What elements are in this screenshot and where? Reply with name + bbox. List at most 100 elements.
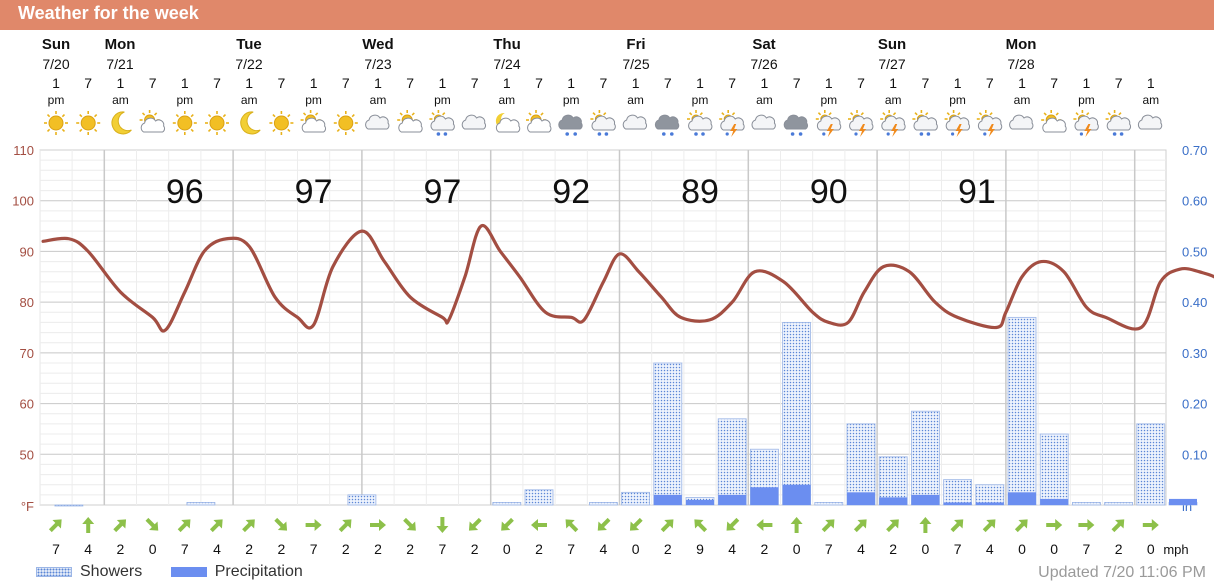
partly-cloudy-icon xyxy=(1041,110,1067,133)
ampm-label: pm xyxy=(949,93,966,107)
ampm-label: am xyxy=(498,93,515,107)
showers-bar xyxy=(1136,423,1166,506)
wind-arrow-icon xyxy=(338,519,352,533)
weather-chart: Sun 7/20 Mon 7/21 Tue 7/22 Wed 7/23 Thu 7/24 Fri 7/… xyxy=(12,36,1214,557)
ampm-label: am xyxy=(756,93,773,107)
precipitation-bar xyxy=(1008,492,1036,505)
temp-tick-label: 50 xyxy=(20,447,34,462)
ampm-label: pm xyxy=(820,93,837,107)
raindrop xyxy=(597,132,602,136)
day-date: 7/26 xyxy=(750,56,777,72)
showers-bar xyxy=(717,418,747,506)
sun-ray xyxy=(882,112,886,116)
raindrop xyxy=(886,132,890,136)
sun-ray xyxy=(272,113,276,118)
rain-icon xyxy=(654,114,680,136)
showers-bar xyxy=(814,502,844,506)
raindrop xyxy=(951,132,955,136)
precipitation-bar xyxy=(847,492,875,505)
showers-bar xyxy=(524,489,554,506)
arrow-shape xyxy=(501,517,514,531)
arrow-shape xyxy=(242,519,255,533)
wind-speed: 2 xyxy=(406,541,414,557)
ampm-label: pm xyxy=(1078,93,1095,107)
hour-label: 7 xyxy=(406,75,414,91)
wind-arrow-icon xyxy=(886,519,899,533)
wind-speed: 7 xyxy=(954,541,962,557)
wind-arrow-icon xyxy=(1111,519,1125,533)
day-name: Thu xyxy=(493,36,521,53)
cloud-shape xyxy=(881,115,906,131)
showers-bar xyxy=(943,479,972,506)
wind-arrow-icon xyxy=(629,517,643,531)
sun-ray xyxy=(190,128,194,133)
raindrop xyxy=(565,132,569,136)
arrow-shape xyxy=(629,517,643,531)
shower-icon xyxy=(1105,110,1132,136)
ampm-label: pm xyxy=(563,93,580,107)
precipitation-swatch xyxy=(170,566,207,577)
wind-arrow-icon xyxy=(468,517,482,531)
precipitation-bar xyxy=(879,497,908,505)
wind-arrow-icon xyxy=(370,519,386,531)
cloud-shape xyxy=(140,117,166,133)
arrow-shape xyxy=(756,519,773,531)
sun-ray xyxy=(828,112,832,116)
cloud-shape xyxy=(688,115,713,131)
sun-ray xyxy=(689,112,693,116)
sun-ray xyxy=(351,128,355,133)
raindrop xyxy=(790,132,795,136)
cloudy-icon xyxy=(1009,114,1034,130)
wind-arrow-icon xyxy=(209,519,223,533)
showers-bar xyxy=(1039,433,1069,506)
sun-ray xyxy=(892,112,897,116)
temperature-line xyxy=(41,224,1214,333)
hour-label: 1 xyxy=(181,75,189,91)
sun-ray xyxy=(175,128,180,133)
wind-arrow-icon xyxy=(790,517,803,533)
raindrop xyxy=(725,132,729,136)
hour-label: 7 xyxy=(278,75,286,91)
wind-speed: 0 xyxy=(1050,541,1058,557)
wind-arrow-icon xyxy=(660,519,674,533)
hour-label: 1 xyxy=(889,75,897,91)
rain-icon xyxy=(783,114,809,136)
arrow-shape xyxy=(48,519,62,533)
arrow-shape xyxy=(113,519,127,533)
cloud-shape xyxy=(527,117,552,133)
day-date: 7/28 xyxy=(1007,56,1034,72)
day-date: 7/21 xyxy=(106,56,133,72)
hour-label: 1 xyxy=(567,75,575,91)
showers-swatch xyxy=(36,566,72,577)
arrow-shape xyxy=(305,519,322,531)
sun-ray xyxy=(721,112,725,116)
wind-arrow-icon xyxy=(436,517,449,533)
cloud-shape xyxy=(461,114,487,130)
showers-bar xyxy=(186,502,216,506)
day-header-tue: Tue 7/22 xyxy=(235,36,262,72)
ampm-label: am xyxy=(627,93,644,107)
showers-bar xyxy=(1104,502,1133,506)
wind-arrow-icon xyxy=(1014,519,1028,533)
wind-arrow-icon xyxy=(113,519,127,533)
wind-speed: 2 xyxy=(278,541,286,557)
sun-ray xyxy=(1055,112,1059,116)
legend: Showers Precipitation xyxy=(36,563,327,581)
sun-ray xyxy=(336,113,341,118)
lightning-bolt xyxy=(987,124,995,137)
wind-arrow-icon xyxy=(48,519,62,533)
hour-label: 7 xyxy=(471,75,479,91)
hour-label: 7 xyxy=(793,75,801,91)
moon-icon xyxy=(111,111,132,135)
precipitation-bar xyxy=(911,494,940,505)
cloud-shape xyxy=(849,115,874,131)
wind-speed: 7 xyxy=(1083,541,1091,557)
hour-label: 1 xyxy=(374,75,382,91)
wind-speed: 7 xyxy=(181,541,189,557)
hour-label: 1 xyxy=(52,75,60,91)
thunder-icon xyxy=(1073,110,1099,137)
day-header-mon: Mon 7/21 xyxy=(105,36,136,72)
rain-icon xyxy=(558,114,583,136)
day-name: Wed xyxy=(362,36,393,53)
hour-label: 1 xyxy=(632,75,640,91)
